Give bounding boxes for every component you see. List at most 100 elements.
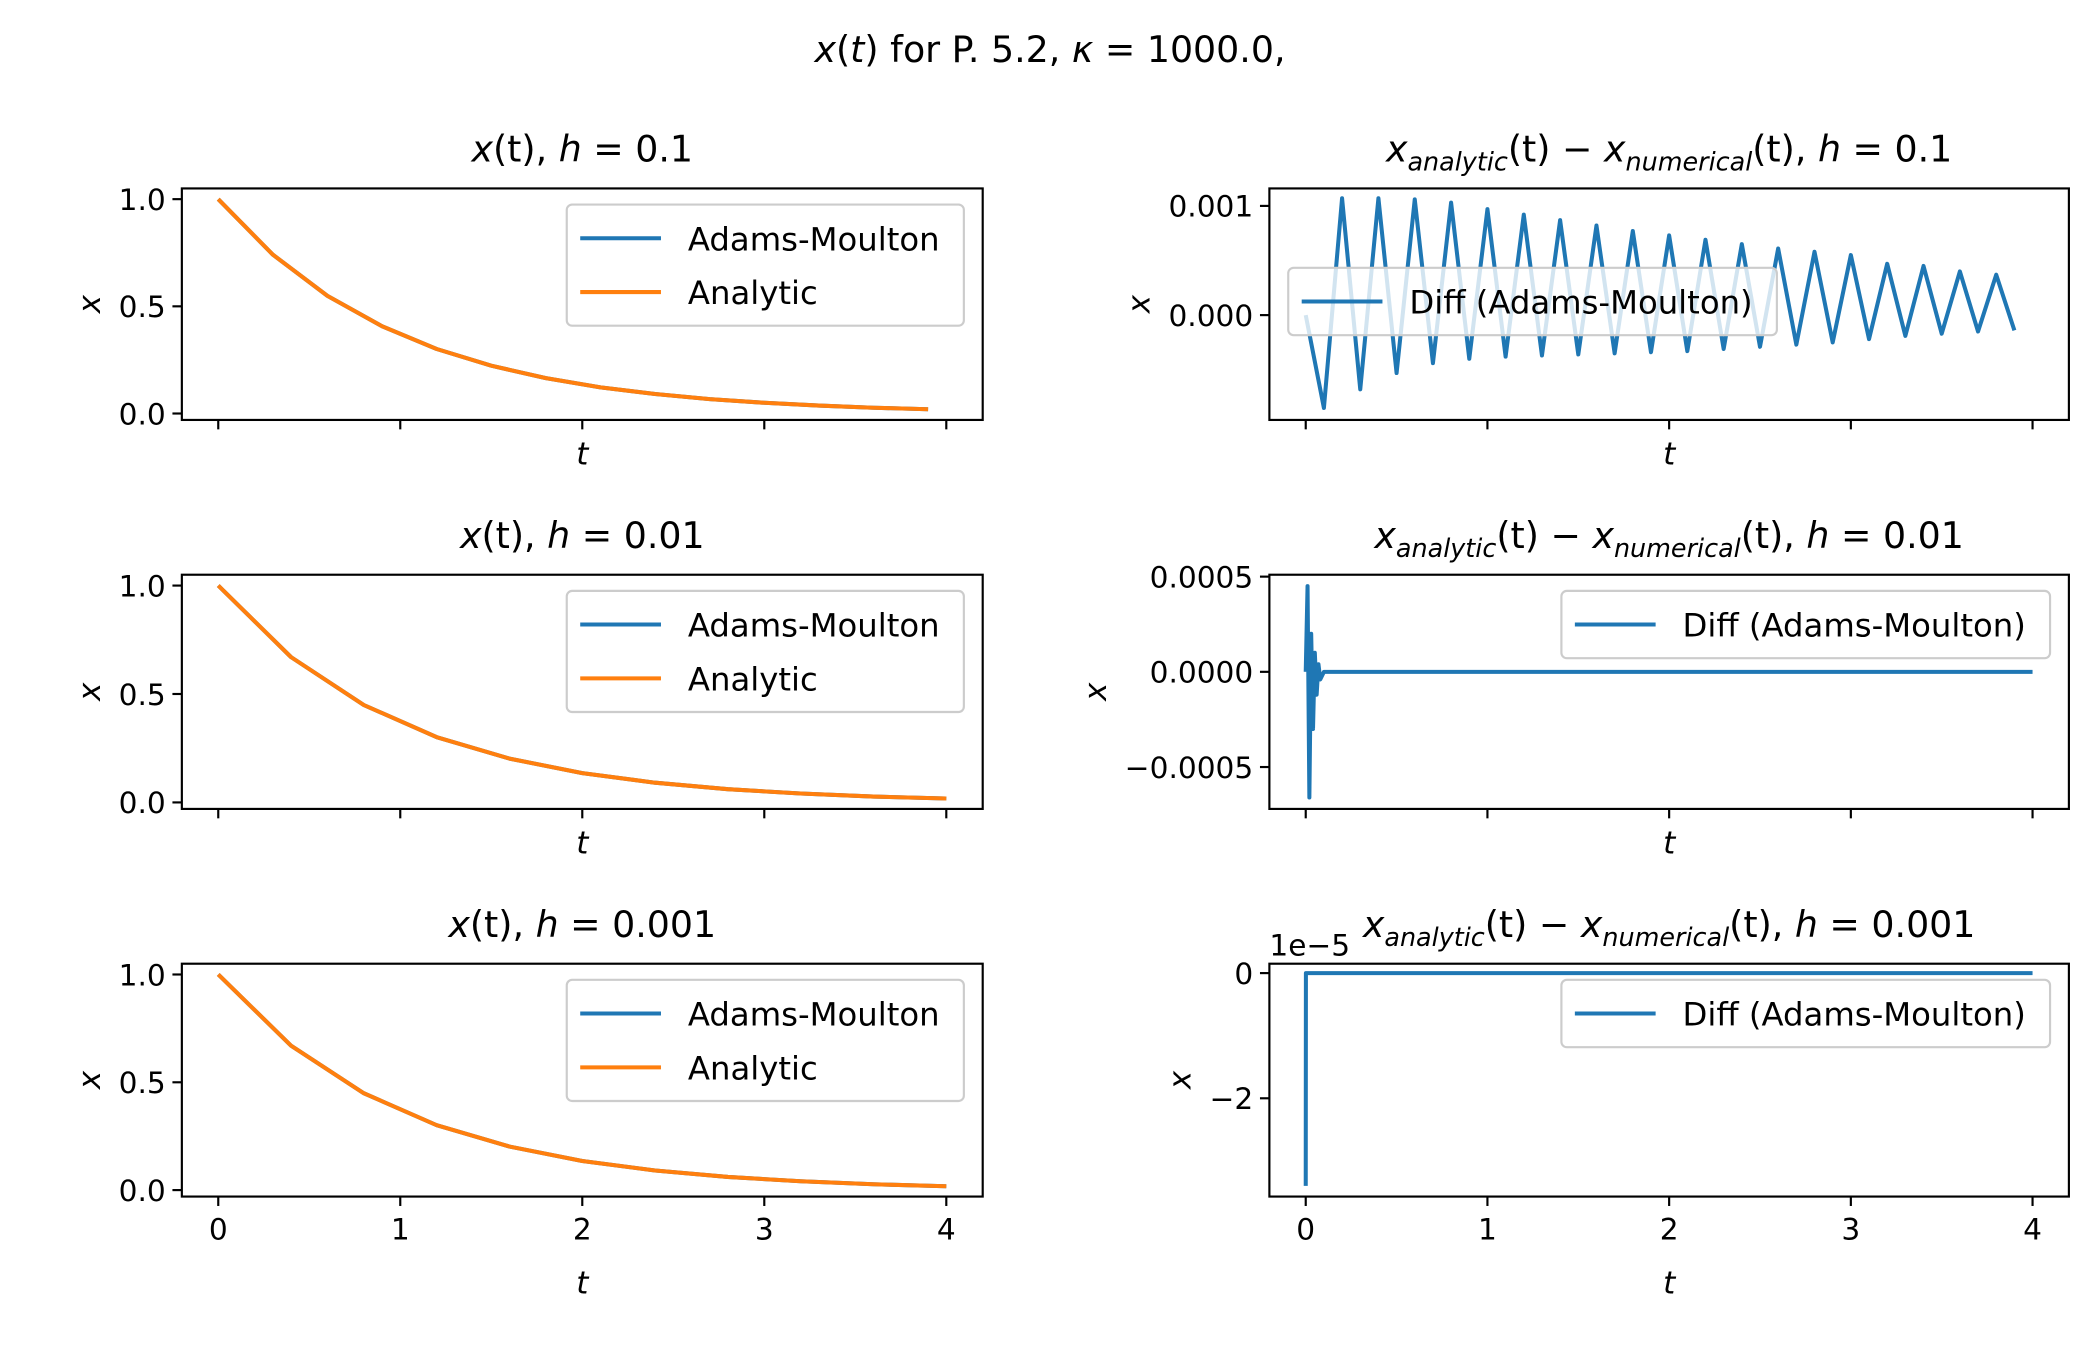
title-part: numerical [1614,533,1741,563]
title-part: numerical [1626,147,1753,177]
title-part: ) for P. 5.2, [864,28,1071,71]
x-tick-label: 0 [1296,1213,1315,1247]
title-part: x [1580,903,1603,946]
axes-frame [1268,573,2070,810]
x-tick-label: 4 [2023,1213,2042,1247]
y-axis-label: x [1078,682,1114,702]
x-axis-label: t [576,1265,590,1301]
title-part: x [447,903,470,946]
axes-frame [180,962,984,1198]
title-part: (t) − [1508,128,1604,171]
x-tick-label: 3 [755,1213,774,1247]
y-tick-label: 0.5 [119,290,166,324]
title-part: = 0.01 [570,514,704,557]
title-part: (t), [493,128,559,171]
x-tick-label: 4 [937,1213,956,1247]
y-tick-label: 0.001 [1168,190,1253,224]
y-tick-label: 0 [1234,957,1253,991]
legend-label: Diff (Adams-Moulton) [1683,607,2026,645]
y-axis-label: x [1122,294,1158,314]
legend-label: Adams-Moulton [688,220,940,258]
axes-frame [1268,187,2070,422]
title-part: (t), [1729,903,1795,946]
x-axis-label: t [576,436,590,472]
title-part: h [1806,514,1829,557]
title-part: h [547,514,570,557]
title-part: x [1603,128,1626,171]
legend-label: Analytic [688,1049,818,1087]
legend-label: Diff (Adams-Moulton) [1683,996,2026,1034]
suptitle: x(t) for P. 5.2, κ = 1000.0, [814,28,1286,71]
title-part: (t), [1741,514,1807,557]
y-tick-label: −0.0005 [1125,751,1253,785]
title-part: (t) − [1485,903,1581,946]
axes-frame [1268,962,2070,1198]
legend: Diff (Adams-Moulton) [1560,589,2052,660]
title-part: = 0.001 [1818,903,1976,946]
x-tick-label: 3 [1841,1213,1860,1247]
title-part: = 0.1 [1841,128,1952,171]
x-axis-label: t [1663,436,1677,472]
legend-label: Analytic [688,660,818,698]
title-part: x [1591,514,1614,557]
title-part: x [1373,514,1396,557]
axes-frame [180,187,984,422]
x-tick-label: 2 [573,1213,592,1247]
title-part: = 1000.0, [1093,28,1285,71]
legend-box [1560,589,2052,660]
x-tick-label: 1 [391,1213,410,1247]
title-part: x [1385,128,1408,171]
x-tick-label: 0 [209,1213,228,1247]
y-tick-label: 0.0 [119,1174,166,1208]
title-part: analytic [1396,533,1496,563]
y-tick-label: 1.0 [119,569,166,603]
y-axis-label: x [72,682,108,702]
y-axis-label: x [72,294,108,314]
y-axis-label: x [72,1070,108,1090]
series-line [216,197,929,412]
title-part: = 0.001 [559,903,717,946]
title-part: x [459,514,482,557]
legend: Adams-Moulton Analytic [565,589,965,714]
x-tick-label: 2 [1660,1213,1679,1247]
title-part: h [559,128,582,171]
legend-label: Analytic [688,274,818,312]
axes-title: xanalytic(t) − xnumerical(t), h = 0.1 [1385,128,1952,177]
title-part: (t) − [1496,514,1592,557]
x-axis-label: t [576,825,590,861]
title-part: t [850,28,866,71]
y-tick-label: 0.0 [119,786,166,820]
legend-box [565,203,965,327]
title-part: = 0.1 [582,128,693,171]
title-part: analytic [1384,922,1484,952]
series-line [1303,584,2033,800]
legend-label: Adams-Moulton [688,607,940,645]
title-part: = 0.01 [1829,514,1963,557]
y-tick-label: −2 [1210,1082,1254,1116]
title-part: (t), [470,903,536,946]
legend: Diff (Adams-Moulton) [1287,266,1778,337]
title-part: h [1818,128,1841,171]
y-tick-label: 0.0005 [1150,560,1254,594]
axes-title: x(t), h = 0.001 [447,903,716,946]
title-part: numerical [1602,922,1729,952]
title-part: h [1795,903,1818,946]
y-tick-label: 0.0000 [1150,656,1254,690]
title-part: x [1362,903,1385,946]
title-part: ( [836,28,850,71]
title-part: h [536,903,559,946]
offset-label: 1e−5 [1269,929,1350,963]
series-line [1303,971,2033,1186]
axes-title: x(t), h = 0.1 [471,128,694,171]
title-part: (t), [481,514,547,557]
legend: Diff (Adams-Moulton) [1560,978,2052,1049]
series-line [216,584,947,801]
x-axis-label: t [1663,825,1677,861]
y-tick-label: 1.0 [119,183,166,217]
legend-box [565,589,965,714]
axes-title: xanalytic(t) − xnumerical(t), h = 0.01 [1373,514,1963,563]
y-axis-label: x [1163,1070,1199,1090]
title-part: analytic [1407,147,1507,177]
